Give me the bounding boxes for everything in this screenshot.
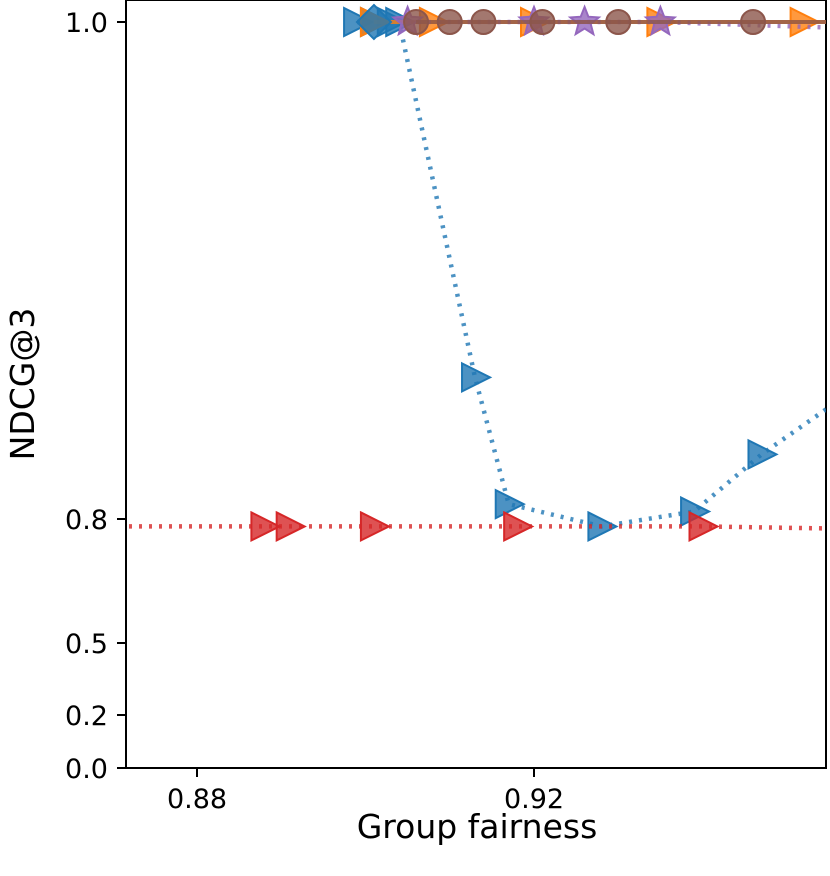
data-point-brown [436, 9, 463, 35]
plot-frame [125, 0, 827, 769]
data-point-brown [403, 9, 430, 35]
data-point-blue [587, 510, 619, 543]
y-tick-label: 0.0 [65, 754, 108, 785]
y-tick-label: 0.2 [65, 701, 108, 732]
special-marker-layer [355, 3, 393, 41]
y-axis-ticks: 0.0 0.2 0.5 0.8 1.0 [65, 8, 126, 785]
series-line-red [126, 524, 826, 531]
series-blue [343, 6, 826, 543]
data-point-brown [740, 9, 767, 35]
data-point-blue [494, 488, 526, 520]
x-tick-label: 0.88 [167, 784, 227, 815]
y-tick-label: 1.0 [65, 8, 108, 39]
y-tick-label: 0.8 [65, 505, 108, 536]
series-line-orange [373, 20, 826, 24]
data-point-brown [605, 9, 632, 35]
data-point-red [503, 510, 535, 543]
data-point-blue [461, 361, 493, 393]
data-point-red [688, 510, 720, 543]
data-point-brown [529, 9, 556, 35]
series-layer [126, 4, 826, 543]
data-point-red [250, 510, 282, 543]
special-marker-blue-diamond [355, 3, 393, 41]
y-axis-title: NDCG@3 [3, 308, 42, 461]
series-line-purple [407, 19, 826, 30]
data-point-red [275, 510, 307, 543]
x-tick-label: 0.92 [504, 784, 564, 815]
series-brown [403, 9, 826, 35]
axes-frame [125, 0, 827, 769]
x-axis-title: Group fairness [357, 807, 598, 846]
x-axis-ticks: 0.880.920.961.00 [167, 768, 564, 815]
data-point-red [359, 510, 392, 543]
data-point-blue [747, 438, 779, 471]
y-tick-label: 0.5 [65, 629, 108, 660]
data-point-brown [470, 9, 497, 35]
series-red [126, 510, 826, 543]
